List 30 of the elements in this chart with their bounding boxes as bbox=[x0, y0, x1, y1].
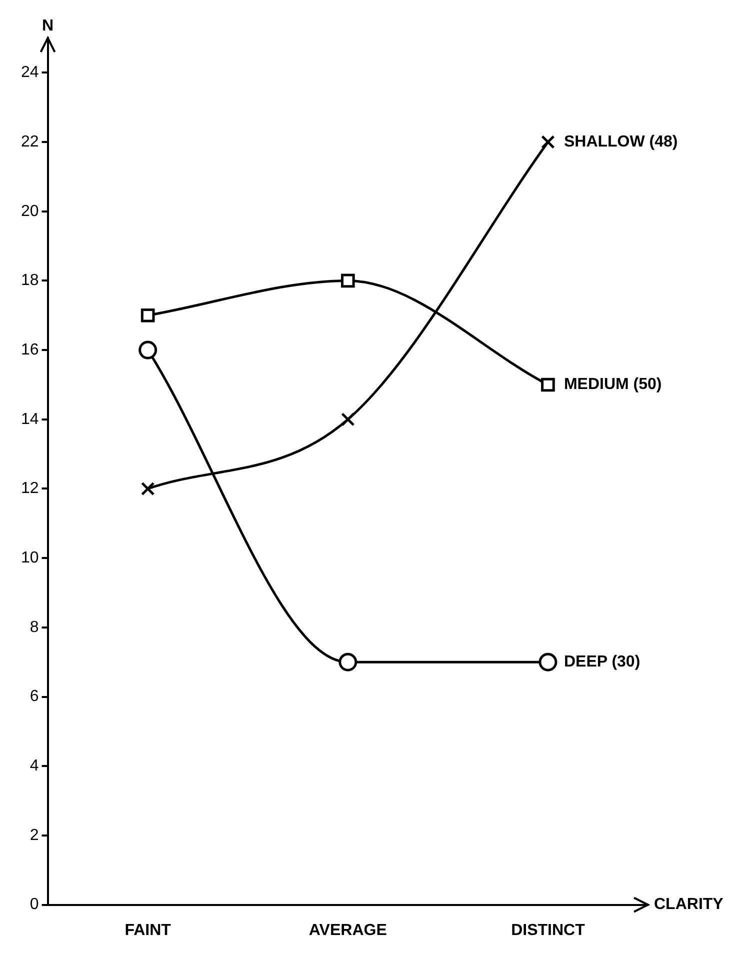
point bbox=[541, 378, 555, 392]
point bbox=[340, 412, 355, 426]
x-tick-label: FAINT bbox=[124, 922, 172, 939]
series-label: DEEP (30) bbox=[564, 654, 640, 670]
y-tick-label: 16 bbox=[21, 341, 39, 358]
point bbox=[138, 340, 158, 360]
series-label: SHALLOW (48) bbox=[564, 133, 678, 150]
y-tick-label: 6 bbox=[30, 688, 39, 706]
x-tick-label: AVERAGE bbox=[308, 922, 388, 939]
y-axis-title: N bbox=[42, 17, 54, 34]
point bbox=[140, 482, 155, 496]
point bbox=[338, 652, 358, 672]
y-tick-label: 10 bbox=[21, 549, 39, 566]
point bbox=[538, 652, 558, 672]
y-tick-label: 8 bbox=[30, 618, 39, 636]
y-tick-label: 20 bbox=[21, 202, 39, 220]
y-tick-label: 0 bbox=[30, 896, 39, 914]
x-tick-label: DISTINCT bbox=[511, 922, 586, 939]
series-label: MEDIUM (50) bbox=[564, 376, 662, 394]
y-tick-label: 14 bbox=[21, 410, 39, 428]
point bbox=[140, 308, 155, 322]
point bbox=[340, 274, 355, 288]
point bbox=[541, 135, 555, 149]
y-tick-label: 22 bbox=[21, 133, 39, 150]
y-tick-label: 18 bbox=[21, 272, 39, 290]
y-tick-label: 12 bbox=[21, 480, 39, 498]
y-tick-label: 24 bbox=[21, 64, 39, 82]
y-tick-label: 2 bbox=[30, 826, 39, 844]
x-axis-title: CLARITY bbox=[654, 896, 724, 914]
y-tick-label: 4 bbox=[30, 758, 39, 775]
